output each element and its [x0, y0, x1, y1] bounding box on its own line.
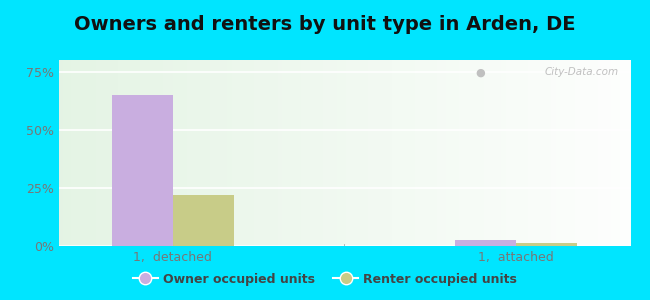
Text: ●: ●: [475, 68, 485, 77]
Text: Owners and renters by unit type in Arden, DE: Owners and renters by unit type in Arden…: [74, 15, 576, 34]
Bar: [173, 195, 234, 246]
Text: City-Data.com: City-Data.com: [545, 68, 619, 77]
Bar: [455, 240, 516, 246]
Legend: Owner occupied units, Renter occupied units: Owner occupied units, Renter occupied un…: [127, 268, 523, 291]
Bar: [516, 242, 577, 246]
Bar: [112, 95, 173, 246]
